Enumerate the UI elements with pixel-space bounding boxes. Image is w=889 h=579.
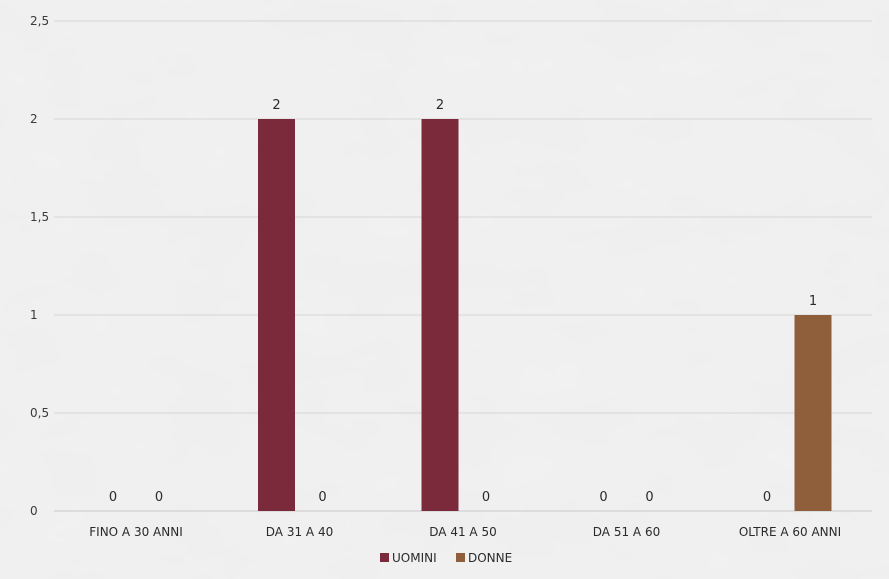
x-category-label: FINO A 30 ANNI <box>89 525 183 539</box>
x-category-label: DA 51 A 60 <box>593 525 660 539</box>
data-label: 0 <box>155 490 163 505</box>
y-tick-label: 1 <box>30 308 38 322</box>
bar-uomini <box>258 119 295 511</box>
legend-label: UOMINI <box>392 551 437 565</box>
data-labels: 0 0 2 0 2 0 0 0 0 1 <box>109 98 817 505</box>
legend-swatch <box>380 553 389 562</box>
legend-swatch <box>456 553 465 562</box>
y-tick-label: 0 <box>30 504 38 518</box>
data-label: 0 <box>645 490 653 505</box>
bars <box>258 119 832 511</box>
data-label: 0 <box>318 490 326 505</box>
y-tick-label: 2 <box>30 112 38 126</box>
x-axis-categories: FINO A 30 ANNI DA 31 A 40 DA 41 A 50 DA 51 … <box>89 525 841 539</box>
bar-donne <box>794 315 832 511</box>
data-label: 2 <box>436 98 444 113</box>
data-label: 0 <box>763 490 771 505</box>
data-label: 1 <box>809 294 817 309</box>
data-label: 0 <box>599 490 607 505</box>
gridlines <box>54 20 872 512</box>
bar-uomini <box>421 119 459 511</box>
legend-label: DONNE <box>468 551 512 565</box>
data-label: 0 <box>482 490 490 505</box>
y-tick-label: 1,5 <box>30 210 49 224</box>
y-axis-ticks: 0 0,5 1 1,5 2 2,5 <box>30 14 49 518</box>
legend: UOMINI DONNE <box>380 551 512 565</box>
data-label: 0 <box>109 490 117 505</box>
y-tick-label: 2,5 <box>30 14 49 28</box>
y-tick-label: 0,5 <box>30 406 49 420</box>
x-category-label: DA 31 A 40 <box>266 525 333 539</box>
x-category-label: OLTRE A 60 ANNI <box>739 525 841 539</box>
data-label: 2 <box>272 98 280 113</box>
x-category-label: DA 41 A 50 <box>429 525 496 539</box>
